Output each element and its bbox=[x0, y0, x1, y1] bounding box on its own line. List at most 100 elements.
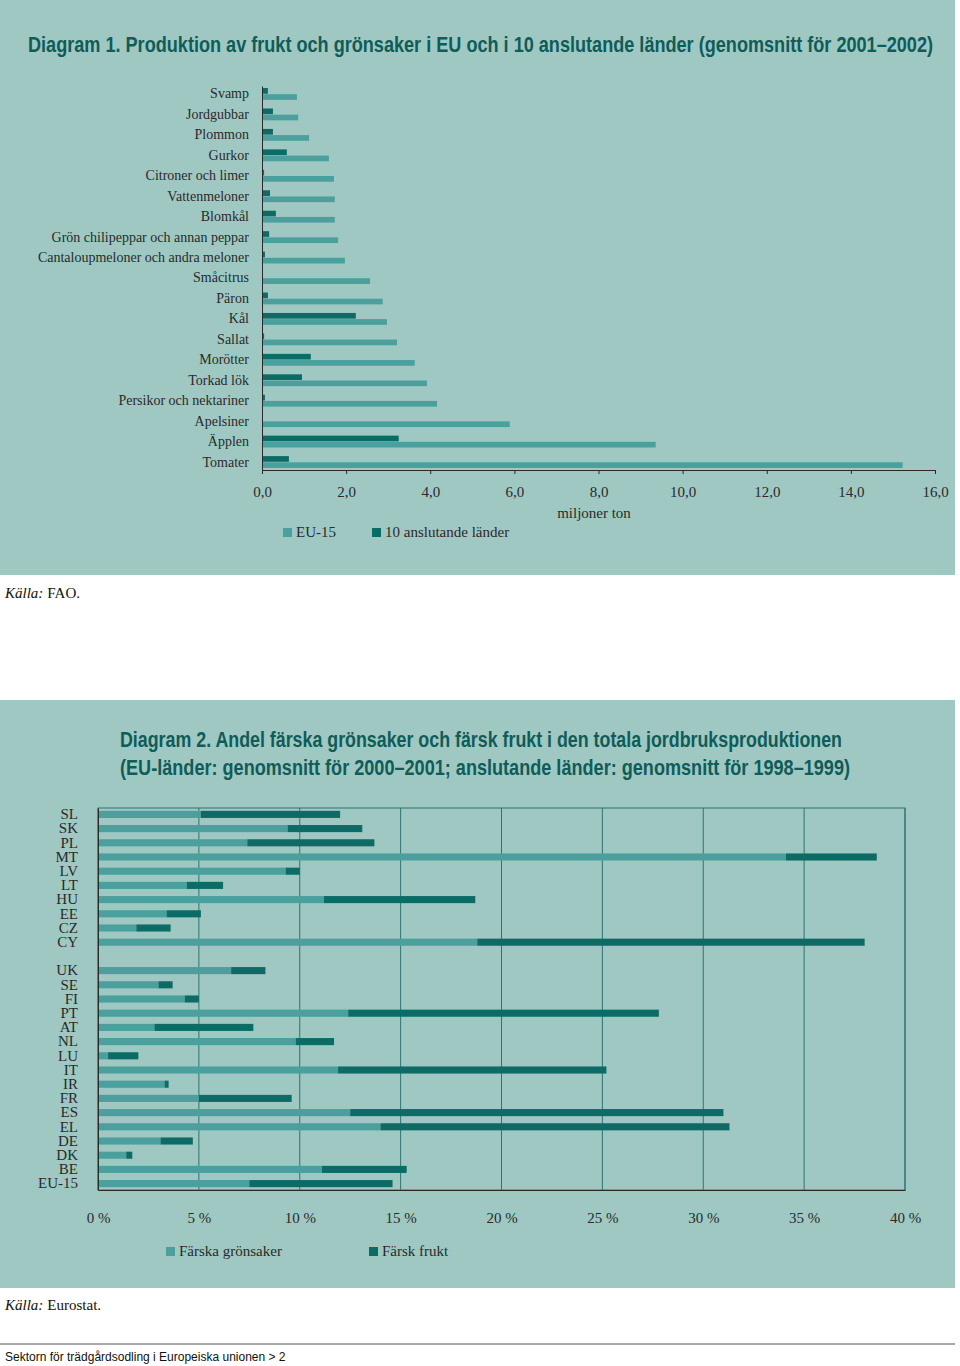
bar bbox=[126, 1152, 132, 1159]
bar bbox=[262, 354, 311, 360]
bar bbox=[154, 1024, 253, 1031]
source-text: Eurostat. bbox=[47, 1297, 101, 1313]
y-tick-label: Blomkål bbox=[201, 209, 249, 224]
legend-label: Färska grönsaker bbox=[179, 1243, 282, 1259]
bar bbox=[249, 1180, 392, 1187]
bar bbox=[98, 1180, 249, 1187]
y-tick-label: Citroner och limer bbox=[146, 168, 250, 183]
source-text: FAO. bbox=[47, 585, 80, 601]
x-tick: 0 % bbox=[87, 1190, 111, 1226]
footer-rule bbox=[0, 1344, 955, 1345]
y-tick-label: EU-15 bbox=[38, 1175, 78, 1191]
bar bbox=[231, 967, 265, 974]
panel-background bbox=[0, 0, 955, 575]
grid bbox=[98, 808, 905, 1190]
bar bbox=[161, 1137, 193, 1144]
bar bbox=[324, 896, 475, 903]
bar bbox=[185, 995, 199, 1002]
bar bbox=[98, 1010, 348, 1017]
bar bbox=[262, 319, 387, 325]
y-tick: Svamp bbox=[210, 86, 262, 101]
bar bbox=[288, 825, 363, 832]
bar bbox=[201, 811, 340, 818]
bar bbox=[98, 1095, 199, 1102]
panel-background bbox=[0, 700, 955, 1288]
bar bbox=[98, 811, 201, 818]
y-tick: Päron bbox=[216, 291, 262, 306]
bar bbox=[262, 340, 397, 346]
bar bbox=[98, 868, 286, 875]
y-tick: Citroner och limer bbox=[146, 168, 262, 183]
x-axis: 0,02,04,06,08,010,012,014,016,0 bbox=[253, 470, 949, 500]
grid-line bbox=[602, 808, 603, 1190]
bar bbox=[98, 967, 231, 974]
bar bbox=[98, 1137, 161, 1144]
y-tick: Persikor och nektariner bbox=[118, 393, 262, 408]
source-label: Källa: bbox=[4, 1297, 43, 1313]
tick-mark bbox=[514, 470, 515, 474]
chart-title: (EU-länder: genomsnitt för 2000–2001; an… bbox=[120, 755, 850, 780]
x-tick-label: 8,0 bbox=[590, 484, 609, 500]
chart: Diagram 2. Andel färska grönsaker och fä… bbox=[0, 700, 955, 1288]
x-tick-label: 16,0 bbox=[922, 484, 948, 500]
grid-line bbox=[804, 808, 805, 1190]
bar bbox=[98, 995, 185, 1002]
bar bbox=[98, 1066, 338, 1073]
y-tick: Äpplen bbox=[208, 433, 262, 449]
y-tick: Morötter bbox=[199, 352, 262, 367]
y-tick: Gurkor bbox=[209, 148, 262, 163]
bar bbox=[262, 278, 370, 284]
legend-label: EU-15 bbox=[296, 524, 336, 540]
chart-title: Diagram 1. Produktion av frukt och gröns… bbox=[28, 32, 933, 57]
y-tick: Grön chilipeppar och annan peppar bbox=[52, 230, 262, 245]
x-axis: 0 %5 %10 %15 %20 %25 %30 %35 %40 % bbox=[87, 1190, 922, 1226]
x-tick: 2,0 bbox=[337, 470, 356, 500]
plot-frame bbox=[98, 808, 905, 1190]
x-tick: 25 % bbox=[587, 1190, 618, 1226]
bar bbox=[98, 839, 247, 846]
y-tick-label: Svamp bbox=[210, 86, 249, 101]
y-tick: Jordgubbar bbox=[186, 107, 262, 122]
y-tick: EU-15 bbox=[38, 1175, 98, 1191]
bar bbox=[98, 1081, 165, 1088]
x-tick-label: 4,0 bbox=[421, 484, 440, 500]
tick-mark bbox=[430, 470, 431, 474]
bar bbox=[262, 462, 903, 468]
y-tick: Småcitrus bbox=[193, 270, 262, 285]
bar bbox=[786, 853, 877, 860]
bar bbox=[262, 149, 287, 155]
bar bbox=[98, 825, 288, 832]
y-tick-label: Cantaloupmeloner och andra meloner bbox=[38, 250, 249, 265]
tick-mark bbox=[767, 470, 768, 474]
y-tick: Apelsiner bbox=[195, 414, 262, 429]
x-tick-label: 6,0 bbox=[506, 484, 525, 500]
x-tick: 10,0 bbox=[670, 470, 696, 500]
x-axis-title: miljoner ton bbox=[557, 505, 631, 521]
y-tick-label: Grön chilipeppar och annan peppar bbox=[52, 230, 250, 245]
bar bbox=[167, 910, 201, 917]
x-tick-label: 14,0 bbox=[838, 484, 864, 500]
page: Diagram 1. Produktion av frukt och gröns… bbox=[0, 0, 960, 1366]
bar bbox=[262, 231, 269, 237]
legend-label: 10 anslutande länder bbox=[385, 524, 509, 540]
bar bbox=[262, 360, 415, 366]
bar bbox=[262, 156, 329, 162]
x-tick: 35 % bbox=[789, 1190, 820, 1226]
bar bbox=[262, 442, 656, 448]
bar bbox=[262, 380, 427, 386]
source-note: Källa:FAO. bbox=[4, 585, 80, 601]
tick-mark bbox=[851, 470, 852, 474]
x-tick-label: 35 % bbox=[789, 1210, 820, 1226]
y-tick-label: Äpplen bbox=[208, 433, 249, 449]
legend-swatch bbox=[166, 1247, 175, 1256]
bar bbox=[262, 401, 437, 407]
x-tick-label: 15 % bbox=[386, 1210, 417, 1226]
bar bbox=[338, 1066, 606, 1073]
x-tick: 5 % bbox=[188, 1190, 212, 1226]
y-tick: Tomater bbox=[203, 455, 262, 470]
bar bbox=[380, 1123, 729, 1130]
legend-swatch bbox=[369, 1247, 378, 1256]
page-svg: Diagram 1. Produktion av frukt och gröns… bbox=[0, 0, 960, 1366]
bar bbox=[159, 981, 173, 988]
x-tick-label: 0 % bbox=[87, 1210, 111, 1226]
